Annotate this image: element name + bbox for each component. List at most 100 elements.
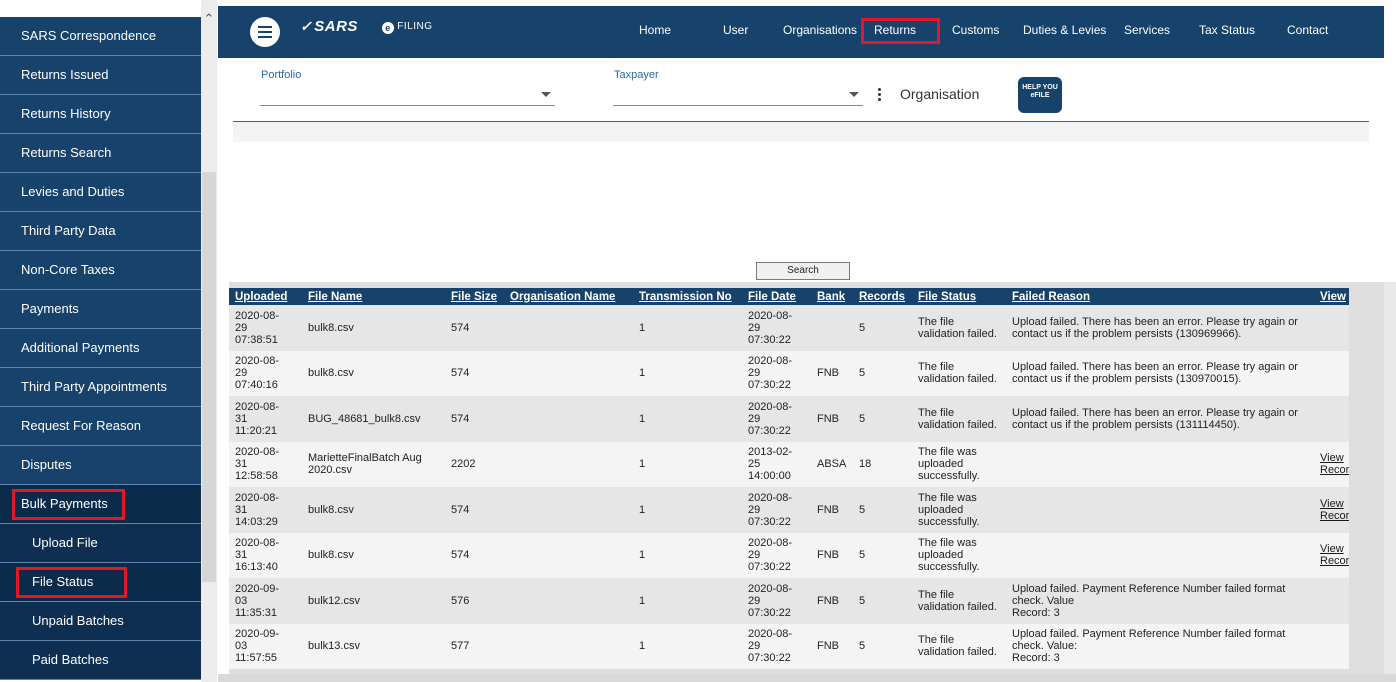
portfolio-select[interactable] xyxy=(260,105,555,106)
cell-file-status: The file was uploaded successfully. xyxy=(912,532,1006,578)
cell-organisation-name xyxy=(504,623,633,669)
cell-file-status: The file validation failed. xyxy=(912,396,1006,442)
column-header-bank[interactable]: Bank xyxy=(811,288,853,305)
column-header-view[interactable]: View xyxy=(1314,288,1349,305)
cell-view xyxy=(1314,623,1349,669)
sidebar-scrollbar-thumb[interactable] xyxy=(202,172,216,582)
sidebar-item-upload-file[interactable]: Upload File xyxy=(0,524,201,563)
table-row: 2020-08- 31 16:13:40 bulk8.csv 574 1 2020-08… xyxy=(229,532,1349,578)
cell-transmission-no: 1 xyxy=(633,532,742,578)
logo-text: SARS xyxy=(314,18,358,35)
cell-file-name: BUG_48681_bulk8.csv xyxy=(302,396,445,442)
sidebar-scrollbar[interactable] xyxy=(201,0,217,682)
more-options-icon[interactable] xyxy=(878,88,882,102)
column-header-failed-reason[interactable]: Failed Reason xyxy=(1006,288,1314,305)
sidebar-item-paid-batches[interactable]: Paid Batches xyxy=(0,641,201,680)
cell-records: 5 xyxy=(853,396,912,442)
cell-uploaded: 2020-08- 31 12:58:58 xyxy=(229,441,302,487)
sidebar-item-returns-issued[interactable]: Returns Issued xyxy=(0,56,201,95)
cell-file-date: 2020-08- 29 07:30:22 xyxy=(742,305,811,351)
nav-returns[interactable]: Returns xyxy=(874,23,917,37)
chevron-down-icon[interactable] xyxy=(541,92,551,97)
cell-transmission-no: 1 xyxy=(633,623,742,669)
nav-services[interactable]: Services xyxy=(1124,23,1171,37)
nav-organisations[interactable]: Organisations xyxy=(783,23,858,37)
cell-file-date: 2013-02- 25 14:00:00 xyxy=(742,441,811,487)
nav-home[interactable]: Home xyxy=(639,23,672,37)
nav-user[interactable]: User xyxy=(723,23,749,37)
sidebar-item-non-core-taxes[interactable]: Non-Core Taxes xyxy=(0,251,201,290)
cell-organisation-name xyxy=(504,305,633,351)
cell-transmission-no: 1 xyxy=(633,578,742,624)
sidebar-menu: SARS Correspondence Returns Issued Retur… xyxy=(0,17,201,680)
cell-organisation-name xyxy=(504,396,633,442)
file-status-table: Uploaded File Name File Size Organisatio… xyxy=(229,288,1349,669)
sidebar-item-disputes[interactable]: Disputes xyxy=(0,446,201,485)
column-header-file-name[interactable]: File Name xyxy=(302,288,445,305)
cell-organisation-name xyxy=(504,441,633,487)
sidebar-item-label: Bulk Payments xyxy=(21,496,108,511)
taxpayer-select[interactable] xyxy=(613,105,863,106)
cell-file-size: 576 xyxy=(445,578,504,624)
sidebar-item-unpaid-batches[interactable]: Unpaid Batches xyxy=(0,602,201,641)
cell-file-size: 574 xyxy=(445,487,504,533)
cell-failed-reason: Upload failed. There has been an error. … xyxy=(1006,396,1314,442)
nav-duties-levies[interactable]: Duties & Levies xyxy=(1023,23,1107,37)
view-records-link[interactable]: View Records xyxy=(1320,543,1349,568)
column-header-uploaded[interactable]: Uploaded xyxy=(229,288,302,305)
cell-file-name: bulk13.csv xyxy=(302,623,445,669)
column-header-file-size[interactable]: File Size xyxy=(445,288,504,305)
chevron-down-icon[interactable] xyxy=(849,92,859,97)
sidebar-item-bulk-payments[interactable]: Bulk Payments xyxy=(0,485,201,524)
cell-bank: FNB xyxy=(811,532,853,578)
sidebar-item-returns-search[interactable]: Returns Search xyxy=(0,134,201,173)
hamburger-menu-icon[interactable] xyxy=(250,17,280,47)
column-header-records[interactable]: Records xyxy=(853,288,912,305)
table-row: 2020-08- 29 07:40:16 bulk8.csv 574 1 2020-08… xyxy=(229,350,1349,396)
file-status-table-container: Uploaded File Name File Size Organisatio… xyxy=(229,282,1384,674)
nav-contact[interactable]: Contact xyxy=(1287,23,1329,37)
view-records-link[interactable]: View Records xyxy=(1320,452,1349,477)
cell-transmission-no: 1 xyxy=(633,441,742,487)
cell-bank: FNB xyxy=(811,578,853,624)
cell-file-status: The file was uploaded successfully. xyxy=(912,487,1006,533)
cell-file-name: bulk8.csv xyxy=(302,532,445,578)
cell-file-name: bulk8.csv xyxy=(302,305,445,351)
sidebar-item-request-for-reason[interactable]: Request For Reason xyxy=(0,407,201,446)
sars-logo[interactable]: ✓ SARS xyxy=(300,18,358,35)
help-you-efile-icon[interactable]: HELP YOU eFILE xyxy=(1018,77,1062,113)
cell-uploaded: 2020-08- 31 16:13:40 xyxy=(229,532,302,578)
column-header-transmission-no[interactable]: Transmission No xyxy=(633,288,742,305)
table-row: 2020-08- 31 11:20:21 BUG_48681_bulk8.csv 5… xyxy=(229,396,1349,442)
cell-bank: FNB xyxy=(811,396,853,442)
column-header-file-status[interactable]: File Status xyxy=(912,288,1006,305)
sidebar-item-sars-correspondence[interactable]: SARS Correspondence xyxy=(0,17,201,56)
cell-file-status: The file was uploaded successfully. xyxy=(912,441,1006,487)
horizontal-scrollbar[interactable] xyxy=(218,674,1396,682)
sidebar-item-third-party-data[interactable]: Third Party Data xyxy=(0,212,201,251)
cell-view: View Records xyxy=(1314,532,1349,578)
cell-records: 5 xyxy=(853,487,912,533)
search-button[interactable]: Search xyxy=(756,262,850,280)
cell-file-size: 577 xyxy=(445,623,504,669)
highlight-box xyxy=(861,18,940,44)
nav-tax-status[interactable]: Tax Status xyxy=(1199,23,1256,37)
view-records-link[interactable]: View Records xyxy=(1320,497,1349,522)
cell-file-date: 2020-08- 29 07:30:22 xyxy=(742,623,811,669)
sidebar-item-additional-payments[interactable]: Additional Payments xyxy=(0,329,201,368)
sidebar-item-file-status[interactable]: File Status xyxy=(0,563,201,602)
sidebar-item-payments[interactable]: Payments xyxy=(0,290,201,329)
column-header-file-date[interactable]: File Date xyxy=(742,288,811,305)
cell-failed-reason xyxy=(1006,441,1314,487)
scroll-up-icon[interactable]: ⌃ xyxy=(203,11,215,26)
cell-file-size: 574 xyxy=(445,350,504,396)
table-scrollbar[interactable] xyxy=(1384,282,1396,674)
cell-file-name: bulk12.csv xyxy=(302,578,445,624)
nav-customs[interactable]: Customs xyxy=(952,23,1000,37)
sidebar-item-levies-and-duties[interactable]: Levies and Duties xyxy=(0,173,201,212)
column-header-organisation-name[interactable]: Organisation Name xyxy=(504,288,633,305)
sidebar-item-returns-history[interactable]: Returns History xyxy=(0,95,201,134)
cell-view: View Records xyxy=(1314,441,1349,487)
sidebar-item-third-party-appointments[interactable]: Third Party Appointments xyxy=(0,368,201,407)
cell-view xyxy=(1314,305,1349,351)
